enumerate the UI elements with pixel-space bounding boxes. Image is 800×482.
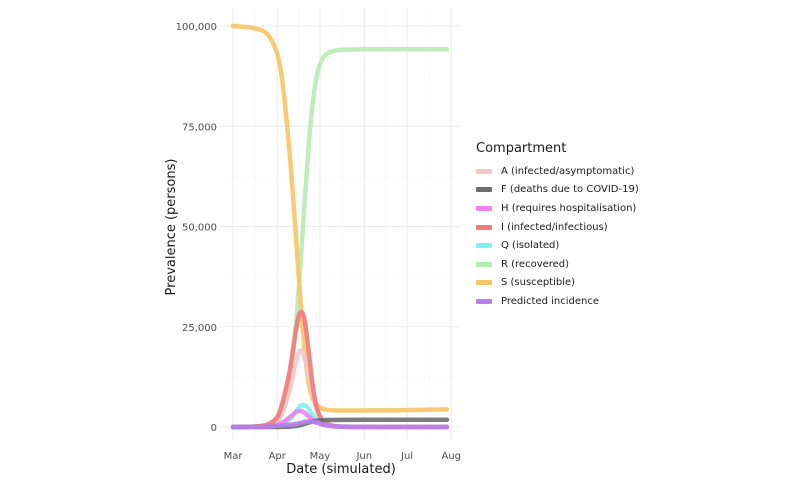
legend-item: Predicted incidence [476, 292, 639, 311]
legend-title: Compartment [476, 141, 567, 156]
y-tick-label: 50,000 [182, 223, 217, 234]
x-tick-label: Apr [269, 451, 287, 462]
legend-item: H (requires hospitalisation) [476, 199, 639, 218]
x-tick-label: May [310, 451, 331, 462]
x-axis-ticks: Mar Apr May Jun Jul Aug [224, 451, 461, 462]
legend-label: A (infected/asymptomatic) [501, 165, 635, 177]
legend-label: S (susceptible) [501, 277, 576, 289]
x-axis-label: Date (simulated) [286, 462, 396, 477]
legend-label: Q (isolated) [501, 240, 560, 252]
y-tick-label: 100,000 [176, 22, 217, 33]
y-axis-label: Prevalence (persons) [164, 159, 179, 296]
legend-item: S (susceptible) [476, 274, 639, 293]
y-tick-label: 0 [211, 423, 217, 434]
legend-label: H (requires hospitalisation) [501, 202, 637, 214]
legend-item: A (infected/asymptomatic) [476, 162, 639, 181]
legend-swatch [476, 205, 492, 211]
legend-item: Q (isolated) [476, 236, 639, 255]
legend-swatch [476, 298, 492, 304]
grid-lines [220, 8, 460, 440]
y-tick-label: 75,000 [182, 122, 217, 133]
legend-item: I (infected/infectious) [476, 218, 639, 237]
legend-label: I (infected/infectious) [501, 221, 608, 233]
x-tick-label: Mar [224, 451, 244, 462]
legend-swatch [476, 261, 492, 267]
legend-label: Predicted incidence [501, 295, 600, 307]
legend-swatch [476, 187, 492, 193]
legend-swatch [476, 243, 492, 249]
legend-swatch [476, 224, 492, 230]
y-axis-ticks: 0 25,000 50,000 75,000 100,000 [176, 22, 217, 434]
legend-swatch [476, 280, 492, 286]
x-tick-label: Jun [355, 451, 372, 462]
series-line-predicted [230, 419, 450, 430]
legend-item: F (deaths due to COVID-19) [476, 181, 639, 200]
legend-swatch [476, 168, 492, 174]
legend: Compartment A (infected/asymptomatic) F (… [476, 141, 639, 311]
legend-items: A (infected/asymptomatic) F (deaths due t… [476, 162, 639, 311]
x-tick-label: Jul [400, 451, 413, 462]
legend-label: R (recovered) [501, 258, 570, 270]
series-lines [230, 23, 450, 430]
x-tick-label: Aug [442, 451, 462, 462]
legend-label: F (deaths due to COVID-19) [501, 184, 639, 196]
y-tick-label: 25,000 [182, 323, 217, 334]
legend-item: R (recovered) [476, 255, 639, 274]
